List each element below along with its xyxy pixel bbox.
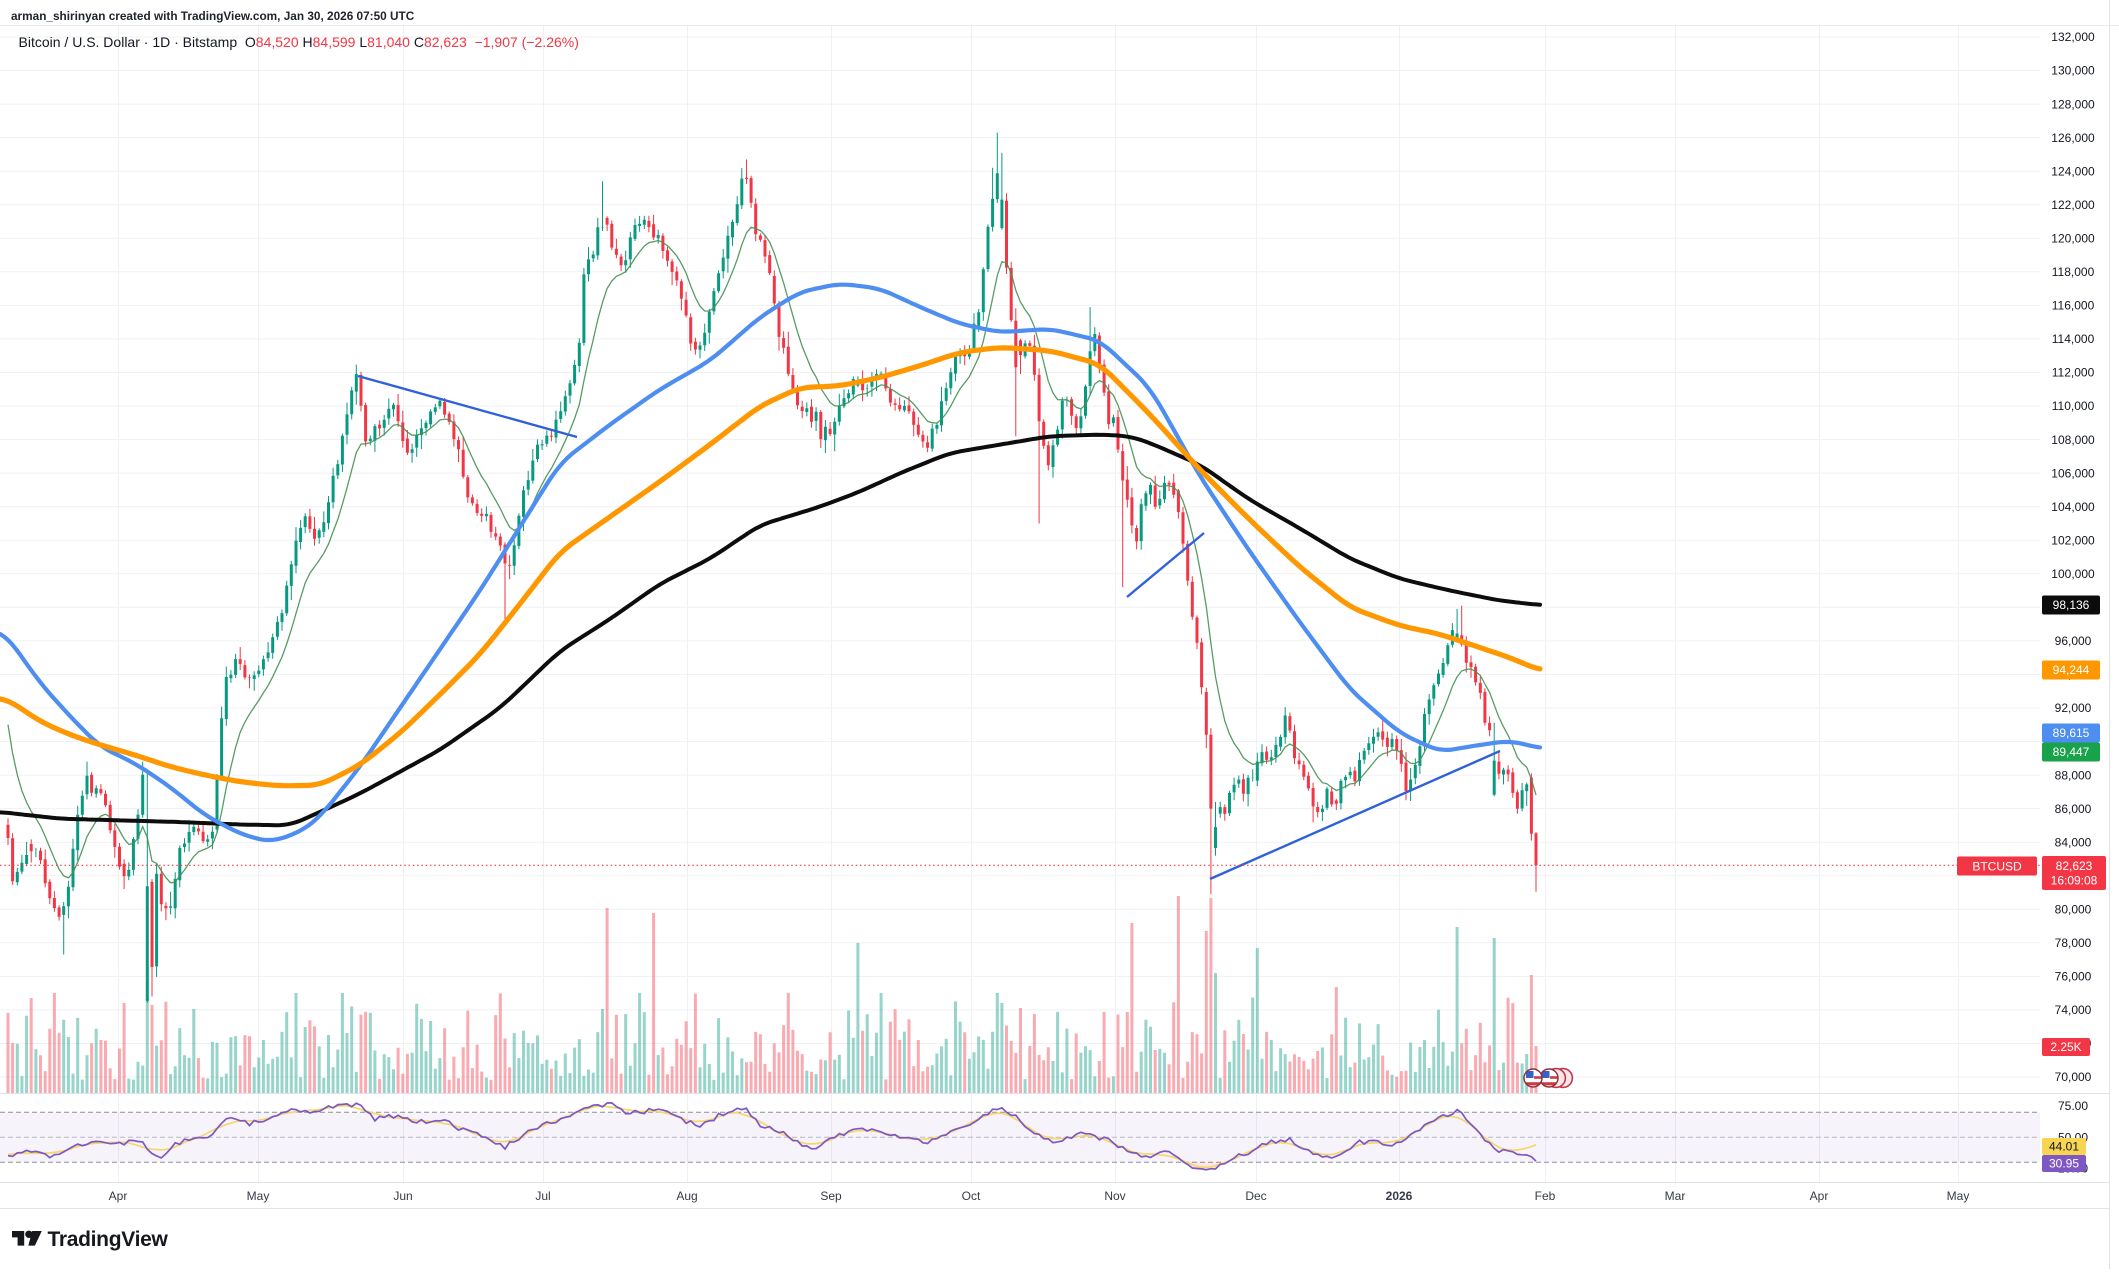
svg-text:82,623: 82,623 [2056,859,2093,873]
svg-text:16:09:08: 16:09:08 [2051,874,2098,888]
svg-text:86,000: 86,000 [2055,802,2092,816]
svg-text:76,000: 76,000 [2055,970,2092,984]
svg-text:2026: 2026 [1386,1189,1413,1203]
svg-text:116,000: 116,000 [2052,299,2095,313]
svg-text:132,000: 132,000 [2051,30,2095,44]
svg-text:May: May [1947,1189,1970,1203]
svg-text:30.95: 30.95 [2049,1157,2079,1171]
svg-text:Nov: Nov [1104,1189,1125,1203]
svg-text:128,000: 128,000 [2051,97,2095,111]
svg-text:75.00: 75.00 [2058,1099,2088,1113]
svg-text:98,136: 98,136 [2053,598,2090,612]
svg-text:92,000: 92,000 [2055,701,2092,715]
svg-text:88,000: 88,000 [2055,768,2092,782]
svg-text:Feb: Feb [1535,1189,1556,1203]
svg-text:94,244: 94,244 [2053,663,2090,677]
svg-text:84,000: 84,000 [2055,835,2092,849]
svg-text:44.01: 44.01 [2049,1140,2079,1154]
svg-text:Sep: Sep [820,1189,842,1203]
svg-text:May: May [247,1189,270,1203]
svg-text:80,000: 80,000 [2055,903,2092,917]
svg-text:Apr: Apr [1810,1189,1829,1203]
svg-text:96,000: 96,000 [2055,634,2092,648]
svg-text:124,000: 124,000 [2051,164,2095,178]
svg-text:89,615: 89,615 [2053,726,2090,740]
svg-text:Bitcoin / U.S. Dollar · 1D · B: Bitcoin / U.S. Dollar · 1D · Bitstamp O8… [19,34,579,50]
svg-text:2.25K: 2.25K [2050,1040,2081,1054]
svg-text:122,000: 122,000 [2051,198,2095,212]
svg-text:Apr: Apr [109,1189,128,1203]
svg-text:78,000: 78,000 [2055,936,2092,950]
svg-text:74,000: 74,000 [2055,1003,2092,1017]
svg-text:Jul: Jul [535,1189,550,1203]
svg-text:118,000: 118,000 [2052,265,2095,279]
svg-text:130,000: 130,000 [2051,64,2095,78]
svg-text:BTCUSD: BTCUSD [1972,860,2022,874]
svg-text:114,000: 114,000 [2052,332,2095,346]
svg-text:104,000: 104,000 [2051,500,2095,514]
svg-text:Mar: Mar [1665,1189,1686,1203]
svg-text:89,447: 89,447 [2053,745,2090,759]
svg-text:106,000: 106,000 [2051,466,2095,480]
svg-text:126,000: 126,000 [2051,131,2095,145]
svg-text:112,000: 112,000 [2052,366,2095,380]
svg-text:Aug: Aug [676,1189,697,1203]
svg-text:70,000: 70,000 [2055,1070,2092,1084]
svg-text:120,000: 120,000 [2051,232,2095,246]
svg-text:arman_shirinyan created with T: arman_shirinyan created with TradingView… [11,9,415,23]
svg-text:102,000: 102,000 [2051,533,2095,547]
svg-text:108,000: 108,000 [2051,433,2095,447]
svg-text:TradingView: TradingView [48,1228,169,1251]
svg-text:100,000: 100,000 [2051,567,2095,581]
svg-text:110,000: 110,000 [2052,399,2095,413]
svg-text:Dec: Dec [1245,1189,1266,1203]
svg-text:Oct: Oct [962,1189,981,1203]
svg-text:Jun: Jun [393,1189,412,1203]
